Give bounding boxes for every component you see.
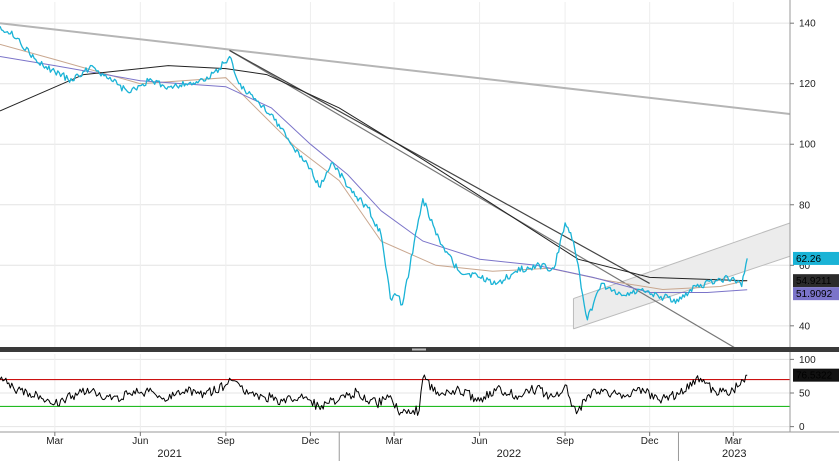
chart-frame <box>0 0 839 433</box>
x-month-label: Mar <box>725 436 743 447</box>
indicator-y-tick-label: 100 <box>799 355 816 366</box>
x-month-label: Dec <box>302 436 320 447</box>
x-year-label: 2023 <box>722 448 746 460</box>
x-year-label: 2021 <box>157 448 181 460</box>
x-month-label: Sep <box>556 436 574 447</box>
trendline <box>0 22 790 115</box>
indicator-last-value-tag: 76.5322 <box>796 371 833 382</box>
price-plot <box>0 22 790 347</box>
price-y-tick-label: 60 <box>799 261 811 272</box>
indicator-y-tick-label: 0 <box>799 422 805 433</box>
panel-divider-grip-icon[interactable] <box>412 348 426 351</box>
x-month-label: Sep <box>217 436 235 447</box>
price-last-value-tag: 62.26 <box>796 254 821 265</box>
x-month-label: Mar <box>385 436 403 447</box>
price-last-value-tag: 51.9092 <box>796 289 833 300</box>
price-last-value-tag-background <box>793 251 839 265</box>
price-y-tick-label: 120 <box>799 79 816 90</box>
moving-average-line <box>0 43 748 291</box>
moving-average-line <box>0 56 748 293</box>
x-month-label: Jun <box>132 436 148 447</box>
price-last-value-tag-background <box>793 274 839 288</box>
indicator-line <box>0 374 748 416</box>
price-y-tick-label: 140 <box>799 19 816 30</box>
x-month-label: Dec <box>641 436 659 447</box>
y-axis-labels: 40 60 80 100 120 140 0 50 100 <box>790 19 816 433</box>
price-y-tick-label: 100 <box>799 140 816 151</box>
panel-divider[interactable] <box>0 347 839 352</box>
last-value-tags: 62.26 54.9211 51.9092 76.5322 <box>793 251 839 382</box>
x-month-label: Mar <box>46 436 64 447</box>
indicator-plot <box>0 374 790 416</box>
indicator-y-tick-label: 50 <box>799 389 811 400</box>
price-y-tick-label: 40 <box>799 321 811 332</box>
price-last-value-tag-background <box>793 287 839 301</box>
x-year-label: 2022 <box>497 448 521 460</box>
channel-band <box>573 222 790 329</box>
x-axis: Mar Jun Sep Dec Mar Jun Sep Dec Mar 2021 2022 2023 <box>46 432 746 461</box>
price-y-tick-label: 80 <box>799 200 811 211</box>
indicator-grid <box>0 354 790 432</box>
moving-average-line <box>0 65 748 282</box>
indicator-last-value-tag-background <box>793 368 839 382</box>
price-series-line <box>0 25 748 321</box>
price-last-value-tag: 54.9211 <box>796 276 832 287</box>
channel-upper-edge <box>573 222 790 300</box>
x-month-label: Jun <box>472 436 488 447</box>
